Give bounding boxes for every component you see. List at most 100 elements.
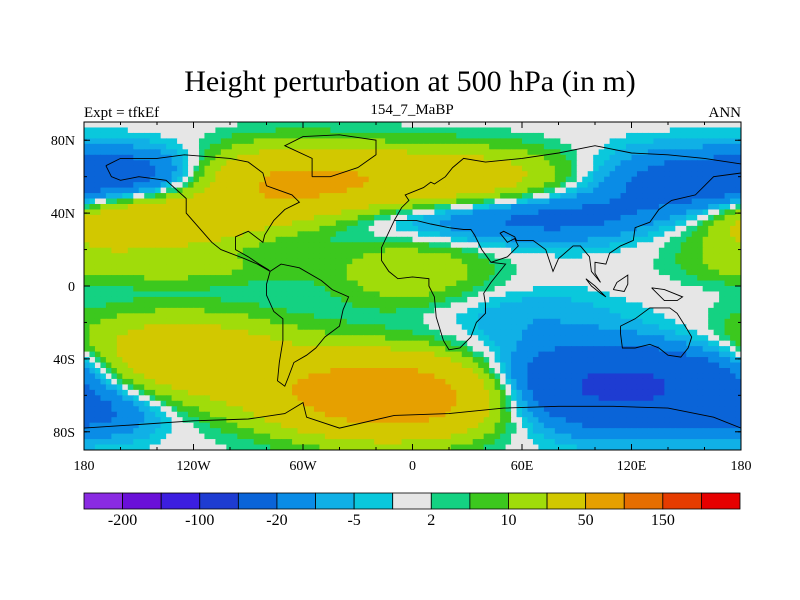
contour-cell xyxy=(626,225,633,232)
contour-cell xyxy=(560,291,567,298)
contour-cell xyxy=(215,160,222,167)
contour-cell xyxy=(100,269,107,276)
contour-cell xyxy=(565,204,572,211)
contour-cell xyxy=(565,286,572,293)
contour-cell xyxy=(116,340,123,347)
contour-cell xyxy=(363,324,370,331)
contour-cell xyxy=(549,193,556,200)
contour-cell xyxy=(188,264,195,271)
contour-cell xyxy=(270,176,277,183)
contour-cell xyxy=(538,231,545,238)
contour-cell xyxy=(680,198,687,205)
contour-cell xyxy=(155,122,162,129)
contour-cell xyxy=(434,209,441,216)
contour-cell xyxy=(604,318,611,325)
contour-cell xyxy=(423,346,430,353)
contour-cell xyxy=(286,275,293,282)
contour-cell xyxy=(100,242,107,249)
contour-cell xyxy=(259,204,266,211)
contour-cell xyxy=(543,296,550,303)
contour-cell xyxy=(445,291,452,298)
contour-cell xyxy=(313,346,321,353)
contour-cell xyxy=(647,275,654,282)
contour-cell xyxy=(155,258,162,265)
contour-cell xyxy=(368,258,375,265)
contour-cell xyxy=(253,253,260,260)
contour-cell xyxy=(456,291,463,298)
contour-cell xyxy=(166,346,173,353)
contour-cell xyxy=(653,122,660,129)
contour-cell xyxy=(111,307,118,314)
contour-cell xyxy=(270,302,277,309)
contour-cell xyxy=(653,242,660,249)
contour-cell xyxy=(89,275,96,282)
contour-cell xyxy=(691,253,698,260)
contour-cell xyxy=(527,160,534,167)
contour-cell xyxy=(511,242,518,249)
contour-cell xyxy=(658,253,665,260)
contour-cell xyxy=(483,160,490,167)
contour-cell xyxy=(445,182,452,189)
contour-cell xyxy=(598,209,605,216)
contour-cell xyxy=(735,198,741,205)
contour-cell xyxy=(680,187,687,194)
contour-cell xyxy=(237,220,244,227)
contour-cell xyxy=(620,209,627,216)
contour-cell xyxy=(658,187,665,194)
contour-cell xyxy=(215,225,222,232)
contour-cell xyxy=(407,253,414,260)
contour-cell xyxy=(144,302,151,309)
contour-cell xyxy=(554,171,561,178)
contour-cell xyxy=(84,307,91,314)
contour-cell xyxy=(127,143,134,150)
contour-cell xyxy=(702,231,709,238)
contour-cell xyxy=(231,307,238,314)
contour-cell xyxy=(675,324,682,331)
contour-cell xyxy=(593,220,600,227)
contour-cell xyxy=(472,132,479,139)
contour-cell xyxy=(472,318,479,325)
contour-cell xyxy=(324,313,331,320)
contour-cell xyxy=(500,286,507,293)
contour-cell xyxy=(598,242,605,249)
contour-cell xyxy=(193,318,200,325)
contour-cell xyxy=(335,204,342,211)
contour-cell xyxy=(708,132,715,139)
contour-cell xyxy=(505,280,512,287)
contour-cell xyxy=(483,329,490,336)
contour-cell xyxy=(144,149,151,156)
contour-cell xyxy=(188,149,195,156)
contour-cell xyxy=(116,127,123,134)
contour-cell xyxy=(505,193,512,200)
contour-cell xyxy=(270,269,277,276)
contour-cell xyxy=(658,198,665,205)
contour-cell xyxy=(155,286,162,293)
contour-cell xyxy=(461,176,468,183)
contour-cell xyxy=(390,264,397,271)
contour-cell xyxy=(324,318,331,325)
contour-cell xyxy=(609,138,616,145)
contour-cell xyxy=(609,193,616,200)
contour-cell xyxy=(516,269,523,276)
contour-cell xyxy=(576,176,583,183)
contour-cell xyxy=(730,313,737,320)
contour-cell xyxy=(445,307,452,314)
contour-cell xyxy=(149,122,156,129)
contour-cell xyxy=(719,209,726,216)
contour-cell xyxy=(396,182,403,189)
contour-cell xyxy=(582,247,589,254)
contour-cell xyxy=(439,313,446,320)
contour-cell xyxy=(281,302,288,309)
contour-cell xyxy=(428,165,435,172)
contour-cell xyxy=(198,214,206,221)
contour-cell xyxy=(713,291,720,298)
contour-cell xyxy=(286,264,293,271)
contour-cell xyxy=(653,138,660,145)
contour-cell xyxy=(363,122,370,129)
contour-cell xyxy=(593,247,600,254)
contour-cell xyxy=(604,313,611,320)
contour-cell xyxy=(631,236,638,243)
contour-cell xyxy=(231,225,238,232)
contour-cell xyxy=(182,318,189,325)
contour-cell xyxy=(516,193,523,200)
